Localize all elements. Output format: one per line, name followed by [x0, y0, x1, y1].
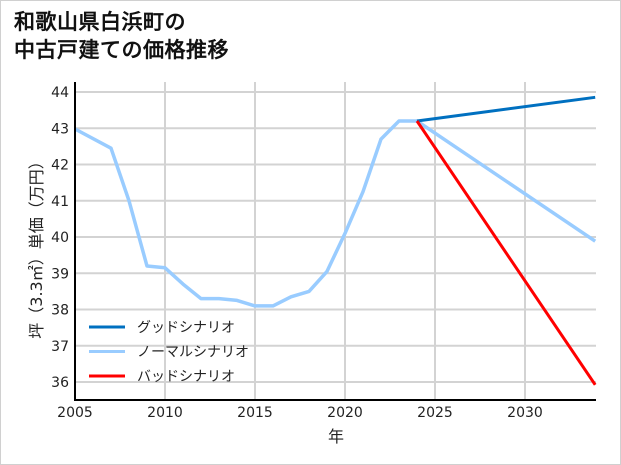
legend-label: バッドシナリオ: [137, 369, 235, 385]
data-series: [74, 95, 597, 386]
y-tick-label: 36: [51, 375, 69, 391]
axes: [74, 82, 596, 401]
title-line-2: 中古戸建ての価格推移: [14, 38, 229, 62]
y-tick-label: 42: [51, 158, 69, 174]
title-line-1: 和歌山県白浜町の: [14, 10, 186, 34]
y-tick-label: 41: [51, 194, 69, 210]
chart-title: 和歌山県白浜町の 中古戸建ての価格推移: [14, 8, 229, 64]
y-tick-label: 43: [51, 121, 69, 137]
x-tick-label: 2030: [507, 405, 543, 421]
x-tick-label: 2005: [57, 405, 93, 421]
x-tick-label: 2020: [327, 405, 363, 421]
series-line: [415, 120, 597, 386]
y-tick-label: 39: [51, 266, 69, 282]
y-tick-label: 37: [51, 339, 69, 355]
grid-lines: [75, 82, 596, 400]
x-axis-label: 年: [328, 427, 344, 446]
x-tick-label: 2010: [147, 405, 183, 421]
tick-labels: 36 37 38 39 40 41 42 43 44 2005 2010 2015 2020 2025 20…: [51, 85, 543, 421]
y-axis-label: 坪（3.3㎡）単価（万円）: [27, 153, 46, 338]
series-line: [416, 95, 596, 123]
legend-label: グッドシナリオ: [137, 320, 235, 336]
x-tick-label: 2015: [237, 405, 273, 421]
legend-label: ノーマルシナリオ: [137, 345, 249, 361]
series-line: [74, 119, 597, 308]
y-tick-label: 44: [51, 85, 69, 101]
y-tick-label: 38: [51, 303, 69, 319]
y-tick-label: 40: [51, 230, 69, 246]
x-tick-label: 2025: [417, 405, 453, 421]
